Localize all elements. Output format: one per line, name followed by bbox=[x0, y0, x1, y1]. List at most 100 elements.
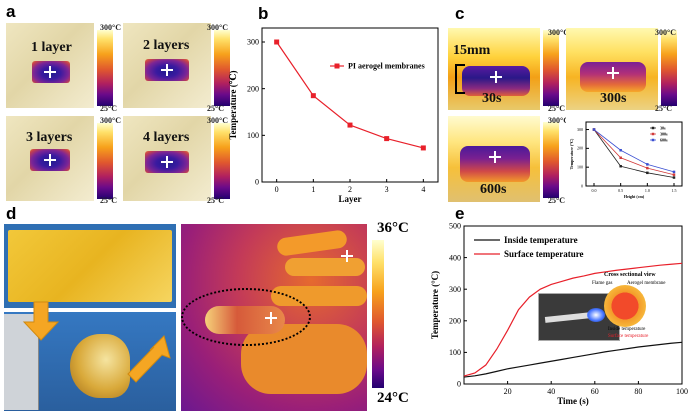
chart-b: 0 1 2 3 4 0 100 200 300 Layer Temperature (℃) PI ae… bbox=[228, 27, 439, 204]
data-point bbox=[646, 171, 649, 175]
legend-marker bbox=[651, 126, 655, 130]
legend-marker bbox=[651, 138, 655, 142]
plot-frame bbox=[463, 225, 683, 385]
series-line bbox=[463, 341, 683, 378]
y-tick-label: 0 bbox=[581, 183, 583, 188]
image-label: 600s bbox=[480, 182, 507, 197]
y-tick-label: 100 bbox=[577, 165, 583, 170]
scale-max: 300°C bbox=[100, 116, 121, 125]
y-tick-label: 200 bbox=[247, 84, 259, 93]
arrows-overlay bbox=[22, 301, 171, 383]
thermal-image-4-layers: 4 layers bbox=[123, 116, 211, 201]
crosshair-icon bbox=[44, 66, 56, 78]
panel-e-label: e bbox=[455, 204, 465, 223]
data-point bbox=[384, 136, 390, 142]
height-label: 15mm bbox=[453, 43, 491, 58]
inset-aerogel: Aerogel membrane bbox=[627, 281, 666, 286]
crosshair-icon bbox=[265, 312, 277, 324]
legend-label: 600s bbox=[660, 137, 668, 142]
scale-min: 25°C bbox=[100, 104, 117, 113]
inset-inside-temp: Inside temperature bbox=[608, 327, 646, 332]
thermal-image-2-layers: 2 layers bbox=[123, 23, 211, 108]
x-tick-label: 1 bbox=[311, 185, 315, 194]
scale-min: 25°C bbox=[655, 104, 672, 113]
panel-d-label: d bbox=[6, 204, 17, 223]
data-point bbox=[274, 39, 280, 45]
plot-frame bbox=[261, 27, 439, 183]
image-label: 30s bbox=[482, 91, 502, 106]
y-tick-label: 400 bbox=[449, 253, 461, 262]
legend-label: Inside temperature bbox=[504, 235, 578, 245]
panel-c-label: c bbox=[455, 4, 465, 23]
rolled-membrane-cup bbox=[70, 334, 130, 398]
y-tick-label: 500 bbox=[449, 222, 461, 231]
scale-max: 300°C bbox=[207, 116, 228, 125]
crosshair-icon bbox=[607, 67, 619, 79]
data-point bbox=[646, 163, 649, 166]
y-tick-label: 300 bbox=[247, 38, 259, 47]
scale-min: 25°C bbox=[548, 104, 565, 113]
finger bbox=[276, 229, 348, 257]
series-line bbox=[593, 129, 675, 173]
image-label: 300s bbox=[600, 91, 627, 106]
color-scale-bar bbox=[97, 30, 113, 106]
y-tick-label: 300 bbox=[577, 127, 583, 132]
image-label: 2 layers bbox=[143, 38, 190, 53]
pi-aerogel-membrane bbox=[8, 230, 172, 302]
series-line bbox=[463, 262, 683, 377]
x-tick-label: 4 bbox=[421, 185, 425, 194]
y-tick-label: 200 bbox=[449, 316, 461, 325]
up-right-arrow-icon bbox=[127, 335, 171, 383]
data-point bbox=[672, 176, 676, 179]
cross-section-circle bbox=[604, 285, 646, 327]
data-point bbox=[347, 122, 353, 128]
data-point bbox=[592, 128, 596, 131]
inset-flame-gas: Flame gas bbox=[592, 281, 613, 286]
x-tick-label: 40 bbox=[547, 387, 555, 396]
x-tick-label: 0.0 bbox=[592, 188, 597, 193]
color-scale-bar bbox=[97, 123, 113, 199]
y-axis-label: Temperature (°C) bbox=[430, 271, 440, 339]
thermal-image-30s: 15mm 30s bbox=[448, 28, 540, 110]
y-tick-label: 200 bbox=[577, 146, 583, 151]
x-tick-label: 60 bbox=[591, 387, 599, 396]
x-tick-label: 20 bbox=[504, 387, 512, 396]
crosshair-icon bbox=[161, 64, 173, 76]
data-point bbox=[420, 145, 426, 151]
data-point bbox=[619, 156, 622, 160]
legend-label: 30s bbox=[660, 125, 666, 130]
series-line bbox=[593, 129, 675, 178]
inset-title: Cross sectional view bbox=[604, 272, 656, 278]
x-tick-label: 1.0 bbox=[645, 188, 650, 193]
finger bbox=[285, 258, 365, 276]
x-axis-label: Height (cm) bbox=[624, 194, 645, 199]
chart-c-inset: 0.0 0.5 1.0 1.5 0 100 200 300 Height (cm) Tempera… bbox=[566, 116, 690, 204]
y-axis-label: Temperature (℃) bbox=[569, 138, 574, 169]
color-scale-bar bbox=[661, 30, 677, 106]
scale-min: 25°C bbox=[100, 196, 117, 205]
image-label: 3 layers bbox=[26, 130, 73, 145]
crosshair-icon bbox=[341, 250, 353, 262]
scale-min: 25°C bbox=[548, 196, 565, 205]
inset-surface-temp: Surface temperature bbox=[608, 334, 649, 339]
photo-yellow-membrane bbox=[4, 224, 176, 308]
legend-label: PI aerogel membranes bbox=[348, 62, 425, 71]
dotted-ellipse bbox=[181, 288, 311, 346]
flame-icon bbox=[587, 308, 605, 322]
x-tick-label: 0.5 bbox=[618, 188, 623, 193]
color-scale-bar bbox=[214, 30, 230, 106]
crosshair-icon bbox=[161, 156, 173, 168]
scale-max: 300°C bbox=[207, 23, 228, 32]
scale-min: 25°C bbox=[207, 104, 224, 113]
legend-marker bbox=[651, 132, 655, 136]
thermal-image-hand bbox=[181, 224, 367, 411]
x-tick-label: 80 bbox=[634, 387, 642, 396]
x-axis-label: Time (s) bbox=[557, 396, 589, 406]
panel-b-label: b bbox=[258, 4, 269, 23]
thermal-image-3-layers: 3 layers bbox=[6, 116, 94, 201]
crosshair-icon bbox=[44, 154, 56, 166]
data-point bbox=[619, 148, 622, 152]
thermal-image-300s: 300s bbox=[566, 28, 658, 110]
y-tick-label: 0 bbox=[457, 380, 461, 389]
data-point bbox=[619, 164, 622, 168]
